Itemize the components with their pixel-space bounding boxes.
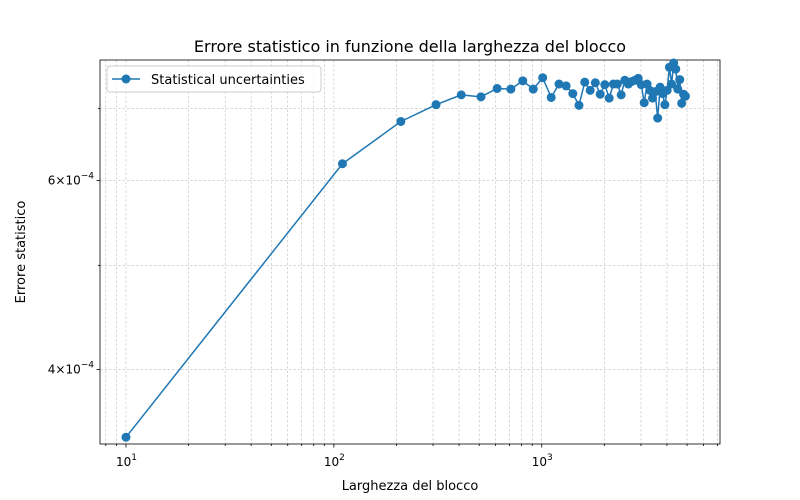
legend-frame bbox=[106, 65, 322, 93]
data-point bbox=[554, 79, 564, 89]
series-line bbox=[125, 62, 686, 438]
data-point bbox=[337, 159, 347, 169]
x-tick-label: 101 bbox=[116, 453, 137, 469]
data-point bbox=[673, 84, 683, 94]
data-point bbox=[528, 84, 538, 94]
data-point bbox=[546, 92, 556, 102]
data-point bbox=[612, 79, 622, 89]
data-point bbox=[561, 81, 571, 91]
plot-area-frame bbox=[99, 59, 721, 445]
data-point bbox=[396, 116, 406, 126]
data-point bbox=[585, 85, 595, 95]
x-axis-label: Larghezza del blocco bbox=[342, 479, 479, 494]
data-point bbox=[675, 75, 685, 85]
y-axis-label: Errore statistico bbox=[14, 201, 29, 304]
data-point bbox=[580, 77, 590, 87]
y-tick-label: 6×10−4 bbox=[48, 172, 95, 188]
data-point bbox=[662, 85, 672, 95]
data-point bbox=[604, 93, 614, 103]
legend: Statistical uncertainties bbox=[106, 65, 322, 93]
legend-marker bbox=[121, 74, 131, 84]
data-point bbox=[538, 73, 548, 83]
x-tick-label: 102 bbox=[324, 453, 345, 469]
data-point bbox=[660, 100, 670, 110]
data-point bbox=[574, 100, 584, 110]
data-point bbox=[677, 98, 687, 108]
data-point bbox=[667, 79, 677, 89]
chart-title: Errore statistico in funzione della larg… bbox=[194, 37, 626, 56]
axis-ticks: 101 102 103 4×10−4 6×10−4 bbox=[48, 108, 718, 469]
data-point bbox=[431, 100, 441, 110]
data-point bbox=[616, 90, 626, 100]
data-point bbox=[476, 92, 486, 102]
data-point bbox=[590, 78, 600, 88]
data-point bbox=[671, 64, 681, 74]
data-point bbox=[639, 98, 649, 108]
x-tick-label: 103 bbox=[532, 453, 553, 469]
data-point bbox=[518, 76, 528, 86]
data-point bbox=[600, 80, 610, 90]
series-layer bbox=[121, 58, 690, 442]
grid bbox=[100, 60, 720, 444]
data-point bbox=[492, 83, 502, 93]
data-point bbox=[456, 90, 466, 100]
legend-label: Statistical uncertainties bbox=[151, 73, 305, 88]
data-point bbox=[595, 89, 605, 99]
data-point bbox=[680, 91, 690, 101]
data-point bbox=[653, 113, 663, 123]
data-point bbox=[568, 89, 578, 99]
data-point bbox=[121, 432, 131, 442]
data-point bbox=[506, 84, 516, 94]
y-tick-label: 4×10−4 bbox=[48, 361, 95, 377]
